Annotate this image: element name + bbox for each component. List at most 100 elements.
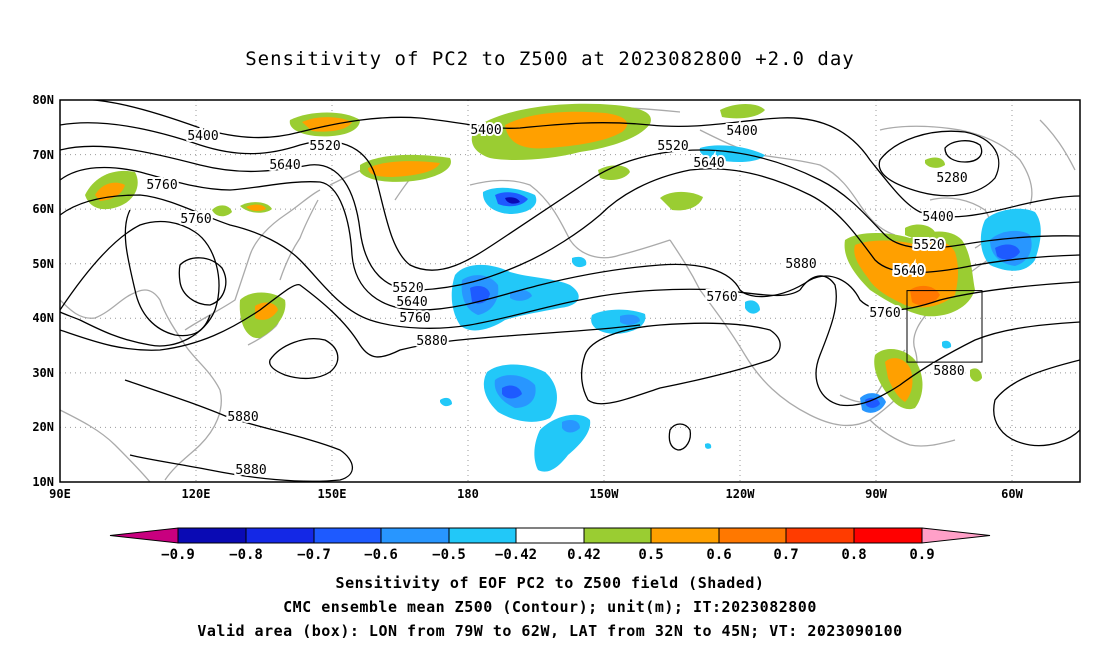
colorbar-swatch [650,527,720,544]
lat-tick-label: 30N [32,366,54,380]
contour-label: 5760 [869,306,900,321]
negative-area [699,145,765,163]
lat-tick-label: 70N [32,148,54,162]
contour-label: 5400 [187,129,218,144]
contour-label: 5640 [396,295,427,310]
contour-label: 5880 [785,257,816,272]
negative-area [865,397,880,408]
positive-area [598,165,630,180]
map-area [60,100,1080,482]
negative-area [510,289,532,301]
negative-area [745,300,760,314]
contour-label: 5760 [399,311,430,326]
positive-area [660,191,703,211]
negative-area [562,420,580,433]
caption-line-1: Sensitivity of EOF PC2 to Z500 field (Sh… [335,574,765,592]
contour-label: 5640 [893,264,924,279]
colorbar-low-arrow [109,527,179,544]
positive-area [246,204,266,212]
colorbar-label: 0.5 [638,547,663,563]
lat-tick-label: 80N [32,93,54,107]
colorbar-swatch [515,527,585,544]
colorbar-label: 0.8 [841,547,866,563]
colorbar-swatch [313,527,382,544]
negative-area [470,286,490,304]
colorbar-swatch [177,527,247,544]
positive-area [905,224,935,239]
colorbar [109,527,991,544]
lat-tick-label: 10N [32,475,54,489]
colorbar-label: −0.6 [364,547,398,563]
lon-tick-label: 150E [318,487,347,501]
negative-area [440,397,452,407]
longitude-axis: 90E 120E 150E 180 150W 120W 90W 60W [49,487,1023,501]
negative-area [705,443,712,449]
contour-label: 5760 [180,212,211,227]
positive-area [212,205,232,217]
negative-area [572,256,587,268]
positive-area [255,302,278,320]
valid-area-box [906,290,983,363]
negative-area [502,385,522,399]
positive-area [505,111,628,149]
contour-label: 5520 [913,238,944,253]
colorbar-labels: −0.9 −0.8 −0.7 −0.6 −0.5 −0.42 0.42 0.5 … [161,547,935,563]
colorbar-swatch [718,527,787,544]
latitude-axis: 80N 70N 60N 50N 40N 30N 20N 10N [32,93,54,489]
positive-area [720,104,765,119]
lat-tick-label: 60N [32,202,54,216]
colorbar-swatch [448,527,517,544]
negative-area [995,244,1020,260]
lat-tick-label: 50N [32,257,54,271]
colorbar-label: −0.42 [495,547,537,563]
contour-label: 5640 [269,158,300,173]
contour-label: 5520 [309,139,340,154]
contour-label: 5880 [933,364,964,379]
colorbar-high-arrow [921,527,991,544]
positive-area [925,157,945,168]
negative-area [620,314,640,325]
colorbar-swatch [853,527,923,544]
lon-tick-label: 180 [457,487,479,501]
negative-area [505,197,520,204]
contour-label: 5880 [416,334,447,349]
positive-area [885,358,913,402]
positive-area [970,368,982,382]
colorbar-swatch [785,527,855,544]
lon-tick-label: 90E [49,487,71,501]
colorbar-label: −0.8 [229,547,263,563]
contour-label: 5280 [936,171,967,186]
map-title: Sensitivity of PC2 to Z500 at 2023082800… [245,48,855,70]
contour-label: 5760 [706,290,737,305]
colorbar-label: 0.6 [706,547,731,563]
lat-tick-label: 40N [32,311,54,325]
negative-area [942,340,952,349]
contour-label: 5400 [470,123,501,138]
contour-label: 5880 [235,463,266,478]
colorbar-swatch [380,527,450,544]
lon-tick-label: 150W [590,487,620,501]
contour-label: 5760 [146,178,177,193]
contour-label: 5400 [922,210,953,225]
positive-area [368,161,440,177]
contour-label: 5880 [227,410,258,425]
positive-area [95,182,125,201]
colorbar-label: 0.7 [773,547,798,563]
map-frame [59,99,1081,483]
z500-contours [60,100,1080,482]
colorbar-label: −0.7 [297,547,331,563]
lon-tick-label: 60W [1001,487,1023,501]
colorbar-swatch [583,527,652,544]
colorbar-label: 0.42 [567,547,601,563]
contour-label: 5520 [657,139,688,154]
lat-tick-label: 20N [32,420,54,434]
contour-label: 5640 [693,156,724,171]
colorbar-label: −0.9 [161,547,195,563]
contour-labels: 5400 5520 5640 5760 5760 5400 5520 5640 … [144,121,969,480]
caption-line-3: Valid area (box): LON from 79W to 62W, L… [197,622,903,640]
lon-tick-label: 90W [865,487,887,501]
lon-tick-label: 120E [182,487,211,501]
contour-label: 5400 [726,124,757,139]
colorbar-label: 0.9 [909,547,934,563]
